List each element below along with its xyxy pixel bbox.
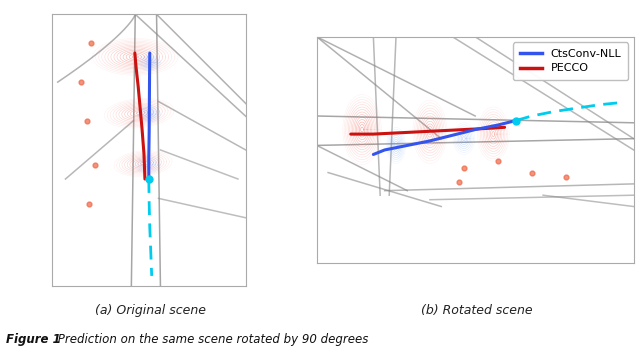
Text: Prediction on the same scene rotated by 90 degrees: Prediction on the same scene rotated by … xyxy=(54,333,369,346)
Text: (b) Rotated scene: (b) Rotated scene xyxy=(421,304,532,317)
Legend: CtsConv-NLL, PECCO: CtsConv-NLL, PECCO xyxy=(513,42,628,80)
Text: Figure 1: Figure 1 xyxy=(6,333,61,346)
Text: (a) Original scene: (a) Original scene xyxy=(95,304,206,317)
